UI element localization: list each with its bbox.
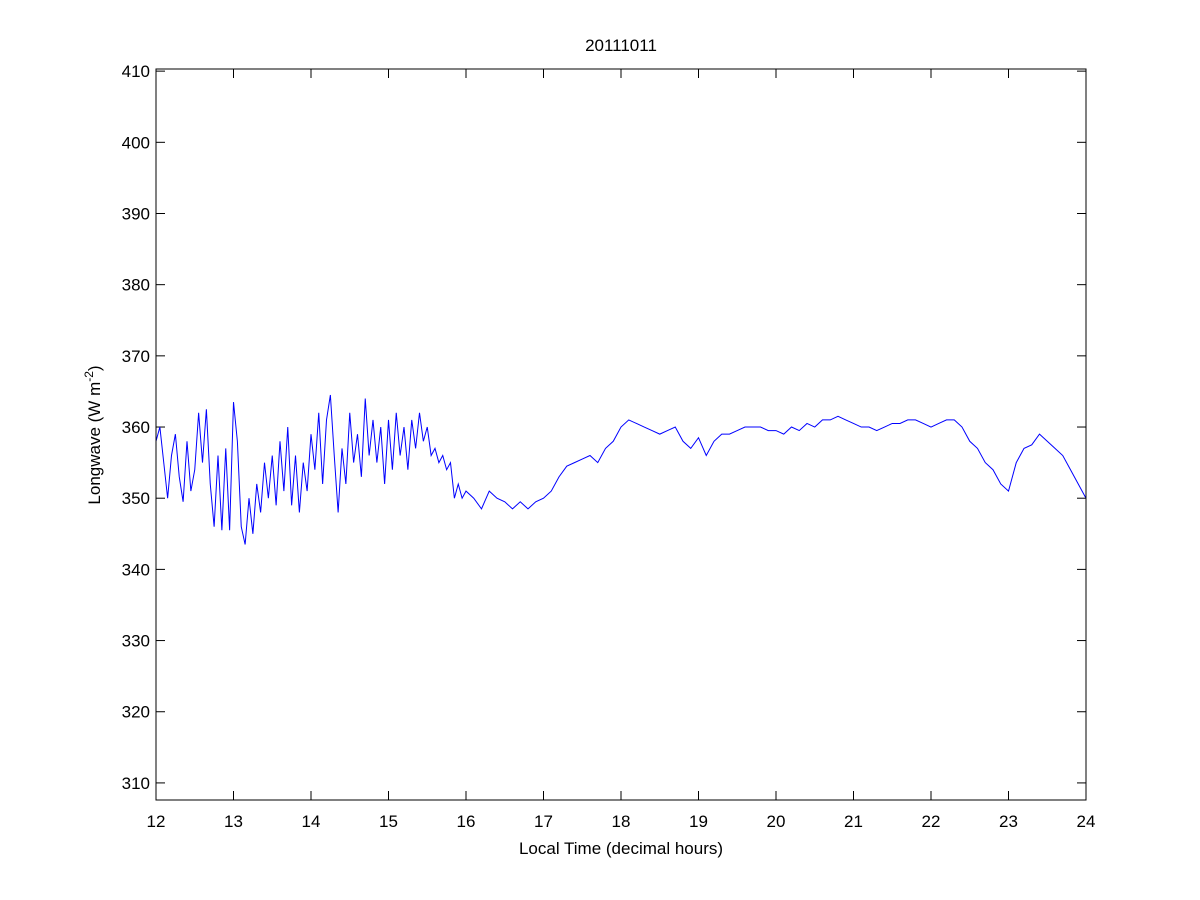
- x-tick-label: 24: [1077, 812, 1096, 831]
- x-tick-label: 15: [379, 812, 398, 831]
- y-tick-label: 360: [122, 418, 150, 437]
- y-tick-label: 370: [122, 347, 150, 366]
- x-tick-label: 20: [767, 812, 786, 831]
- y-tick-label: 310: [122, 774, 150, 793]
- x-tick-label: 18: [612, 812, 631, 831]
- y-tick-label: 380: [122, 276, 150, 295]
- y-axis-label-end: ): [85, 365, 104, 371]
- y-axis-label-sup: -2: [82, 371, 96, 382]
- x-tick-label: 19: [689, 812, 708, 831]
- x-tick-label: 22: [922, 812, 941, 831]
- y-axis-label: Longwave (W m-2): [82, 365, 104, 504]
- chart-title: 20111011: [585, 36, 657, 55]
- data-line: [155, 394, 1087, 545]
- y-tick-label: 400: [122, 133, 150, 152]
- plot-area: [156, 69, 1086, 800]
- y-tick-label: 410: [122, 62, 150, 81]
- x-tick-label: 12: [147, 812, 166, 831]
- y-tick-label: 340: [122, 560, 150, 579]
- y-tick-label: 390: [122, 204, 150, 223]
- axes-box: [155, 68, 1087, 801]
- x-tick-label: 13: [224, 812, 243, 831]
- y-axis-label-text: Longwave (W m: [85, 382, 104, 505]
- y-tick-label: 330: [122, 632, 150, 651]
- y-tick-label: 320: [122, 703, 150, 722]
- x-tick-label: 16: [457, 812, 476, 831]
- x-tick-label: 14: [302, 812, 321, 831]
- x-tick-label: 23: [999, 812, 1018, 831]
- y-tick-label: 350: [122, 489, 150, 508]
- x-axis-label: Local Time (decimal hours): [519, 839, 723, 858]
- x-tick-label: 21: [844, 812, 863, 831]
- x-tick-label: 17: [534, 812, 553, 831]
